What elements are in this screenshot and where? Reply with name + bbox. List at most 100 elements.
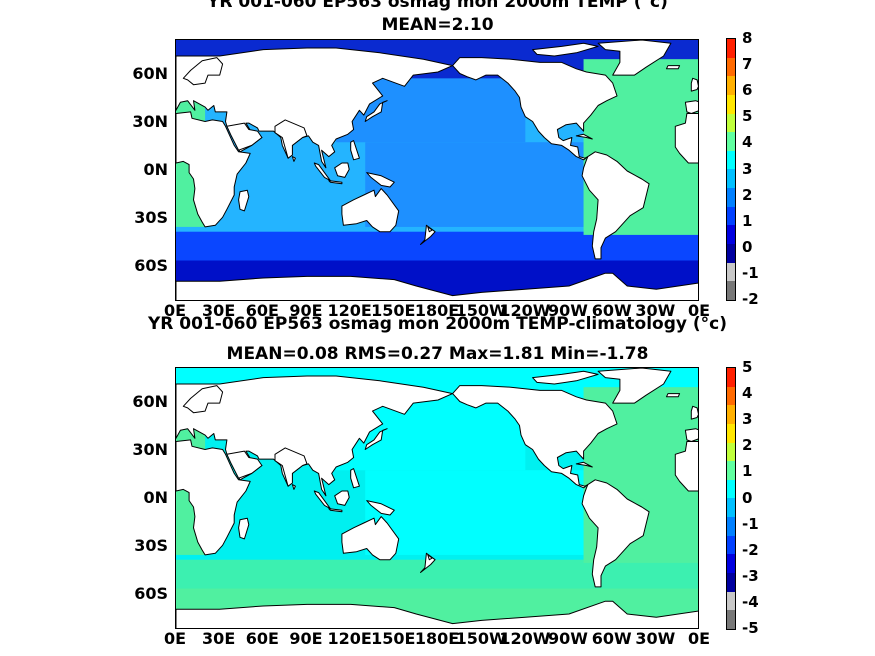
colorbar-swatch	[727, 554, 735, 574]
land-iberia	[684, 100, 698, 114]
colorbar-swatch	[727, 188, 735, 207]
land-newguinea	[366, 172, 395, 188]
panel1-title-line1: YR 001-060 EP563 osmag mon 2000m TEMP (°…	[207, 0, 668, 12]
land-europe_n	[182, 385, 224, 414]
panel1-map	[175, 39, 699, 301]
lon-label: 60W	[591, 629, 632, 648]
colorbar-swatch	[727, 498, 735, 518]
lon-label: 60W	[591, 301, 632, 320]
colorbar-tick-label: 3	[742, 159, 753, 178]
lon-label: 0E	[687, 629, 711, 648]
colorbar-tick-label: 7	[742, 55, 753, 74]
lon-label: 180E	[414, 301, 460, 320]
ocean-southern	[176, 231, 698, 261]
land-java	[328, 180, 343, 185]
colorbar-swatch	[727, 281, 735, 300]
lat-label: 60S	[134, 255, 168, 275]
colorbar-tick-label: -3	[742, 566, 759, 585]
lon-label: 0E	[163, 301, 187, 320]
land-cuba	[575, 461, 593, 468]
colorbar-tick-label: 4	[742, 133, 753, 152]
colorbar-swatch	[727, 132, 735, 151]
colorbar-tick-label: 5	[742, 107, 753, 126]
lon-label: 30E	[202, 629, 236, 648]
colorbar-swatch	[727, 262, 735, 282]
lon-label: 90W	[548, 301, 588, 320]
colorbar-swatch	[727, 386, 735, 406]
map-field	[176, 40, 698, 300]
lon-label: 150W	[455, 301, 507, 320]
colorbar-tick-label: 6	[742, 81, 753, 100]
colorbar-swatch	[727, 535, 735, 555]
land-africa_w	[674, 441, 698, 492]
colorbar-tick-label: -2	[742, 290, 759, 308]
lon-label: 150E	[371, 629, 416, 648]
lon-label: 90E	[289, 629, 323, 648]
colorbar-tick-label: 2	[742, 185, 753, 204]
colorbar-swatch	[727, 150, 735, 170]
lon-label: 120E	[327, 629, 372, 648]
lon-label: 60E	[245, 301, 279, 320]
lat-label: 60N	[132, 392, 168, 412]
land-antarctica	[176, 272, 698, 300]
colorbar-swatch	[727, 244, 735, 263]
lon-label: 90E	[289, 301, 323, 320]
ocean-pacific-central	[365, 142, 584, 227]
colorbar-tick-label: -5	[742, 619, 759, 637]
colorbar-swatch	[727, 423, 735, 443]
colorbar-tick-label: -4	[742, 592, 759, 611]
colorbar-tick-label: 1	[742, 211, 753, 230]
colorbar-tick-label: -2	[742, 540, 759, 559]
colorbar-tick-label: -1	[742, 263, 759, 282]
land-africa_w	[674, 113, 698, 164]
colorbar-swatch	[727, 39, 735, 58]
lat-label: 60N	[132, 64, 168, 84]
panel1-colorbar	[726, 38, 736, 301]
panel2-map	[175, 367, 699, 629]
panel2-title-line2: MEAN=0.08 RMS=0.27 Max=1.81 Min=-1.78	[226, 344, 649, 364]
lat-label: 30N	[132, 112, 168, 132]
land-africa	[176, 439, 251, 556]
lon-label: 180E	[414, 629, 460, 648]
colorbar-swatch	[727, 225, 735, 245]
lat-label: 60S	[134, 583, 168, 603]
colorbar-swatch	[727, 517, 735, 536]
colorbar-tick-label: 4	[742, 384, 753, 403]
land-africa	[176, 111, 251, 228]
colorbar-swatch	[727, 169, 735, 189]
land-canarc	[532, 370, 599, 385]
colorbar-swatch	[727, 591, 735, 611]
colorbar-swatch	[727, 113, 735, 133]
colorbar-swatch	[727, 368, 735, 387]
land-india	[274, 447, 308, 487]
land-antarctica	[176, 600, 698, 628]
colorbar-tick-label: 5	[742, 358, 753, 376]
land-cuba	[575, 133, 593, 140]
land-arabia	[226, 450, 263, 479]
land-greenland	[597, 368, 672, 404]
land-sumatra	[313, 162, 331, 182]
colorbar-swatch	[727, 94, 735, 114]
land-uk	[690, 77, 698, 92]
lat-label: 30S	[134, 207, 168, 227]
colorbar-swatch	[727, 610, 735, 629]
land-japan	[364, 100, 388, 122]
land-sumatra	[313, 490, 331, 510]
land-madag_sri	[291, 156, 296, 162]
colorbar-tick-label: 3	[742, 410, 753, 429]
lon-label: 0E	[163, 629, 187, 648]
land-japan	[364, 428, 388, 450]
land-arabia	[226, 122, 263, 151]
colorbar-swatch	[727, 461, 735, 480]
land-newzealand_n	[427, 554, 433, 561]
colorbar-swatch	[727, 405, 735, 424]
ocean-southern	[176, 559, 698, 589]
land-borneo	[334, 162, 350, 178]
land-australia	[341, 516, 400, 561]
land-greenland	[597, 40, 672, 76]
lon-label: 120W	[499, 629, 551, 648]
land-samerica	[581, 479, 650, 588]
land-namerica	[452, 57, 618, 161]
lon-label: 150W	[455, 629, 507, 648]
lat-label: 30S	[134, 535, 168, 555]
